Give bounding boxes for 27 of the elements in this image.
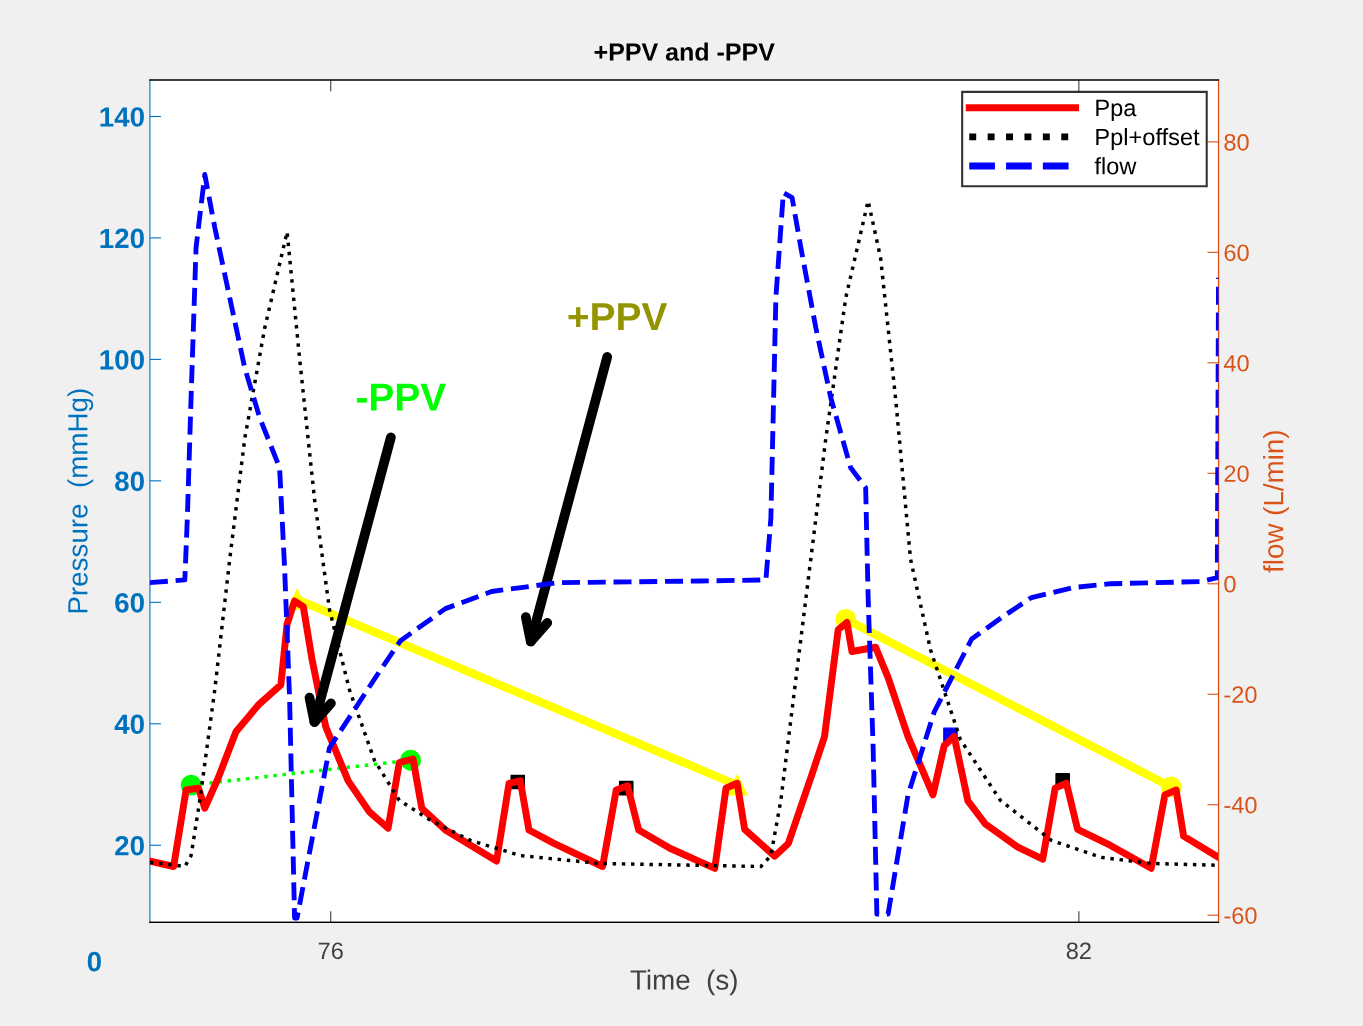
y-tick-label: 60 xyxy=(115,592,144,613)
x-tick-label: 76 xyxy=(318,942,343,960)
text: -PPV xyxy=(356,383,446,411)
y-tick-label: 80 xyxy=(115,471,144,492)
chart-title: +PPV and -PPV xyxy=(594,42,775,61)
y2-tick-label: -40 xyxy=(1224,796,1257,814)
y-tick-label: 100 xyxy=(100,350,144,370)
y2-tick-label: -20 xyxy=(1224,686,1257,704)
x-axis-title: Time (s) xyxy=(630,969,737,996)
y-tick-label: 20 xyxy=(115,835,144,856)
y2-tick-label: 80 xyxy=(1224,133,1249,151)
y2-tick-label: 20 xyxy=(1224,465,1249,483)
y-tick-label: 140 xyxy=(100,107,144,127)
legend-label: Ppa xyxy=(1096,99,1137,121)
text: 0 xyxy=(87,951,101,972)
y2-tick-label: 0 xyxy=(1224,575,1236,593)
y2-tick-label: 60 xyxy=(1224,244,1249,262)
legend-label: Ppl+offset xyxy=(1096,128,1200,151)
y-axis-title: Pressure (mmHg) xyxy=(67,389,94,613)
legend-label: flow xyxy=(1094,157,1137,175)
text: +PPV xyxy=(568,303,668,330)
y2-axis-title: flow (L/min) xyxy=(1263,431,1289,573)
y2-tick-label: -60 xyxy=(1224,907,1257,924)
y-tick-label: 40 xyxy=(114,714,144,735)
y-tick-label: 120 xyxy=(100,228,144,249)
x-tick-label: 82 xyxy=(1066,942,1091,960)
y2-tick-label: 40 xyxy=(1223,354,1249,372)
